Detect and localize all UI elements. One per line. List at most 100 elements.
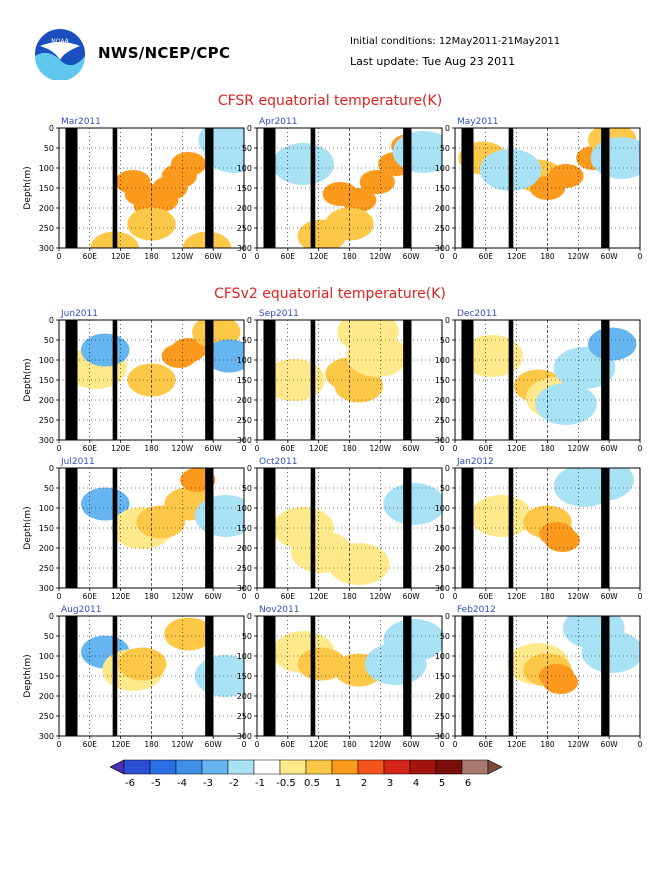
x-tick-label: 120W bbox=[369, 740, 391, 749]
y-tick-label: 100 bbox=[435, 504, 450, 513]
legend-swatch bbox=[201, 759, 229, 775]
land-mask bbox=[310, 468, 316, 588]
y-tick-label: 250 bbox=[39, 416, 54, 425]
y-tick-label: 300 bbox=[237, 584, 252, 593]
x-tick-label: 60W bbox=[205, 740, 223, 749]
y-tick-label: 0 bbox=[247, 124, 252, 133]
x-tick-label: 120E bbox=[507, 592, 526, 601]
y-tick-label: 150 bbox=[435, 524, 450, 533]
x-tick-label: 180 bbox=[144, 444, 159, 453]
y-tick-label: 0 bbox=[49, 124, 54, 133]
x-tick-label: 60E bbox=[479, 444, 494, 453]
y-tick-label: 150 bbox=[39, 524, 54, 533]
x-tick-label: 0 bbox=[638, 444, 643, 453]
y-tick-label: 50 bbox=[242, 632, 252, 641]
panel-title: Mar2011 bbox=[61, 117, 101, 127]
land-mask bbox=[508, 320, 514, 440]
x-tick-label: 60E bbox=[83, 592, 98, 601]
x-tick-label: 180 bbox=[144, 740, 159, 749]
land-mask bbox=[310, 128, 316, 248]
panel-title: Aug2011 bbox=[61, 605, 101, 615]
y-tick-label: 200 bbox=[39, 204, 54, 213]
x-tick-label: 0 bbox=[242, 740, 247, 749]
y-axis-label: Depth(m) bbox=[23, 358, 33, 401]
land-mask bbox=[112, 320, 118, 440]
y-tick-label: 250 bbox=[237, 224, 252, 233]
anomaly-blob bbox=[327, 543, 390, 585]
x-tick-label: 0 bbox=[453, 252, 458, 261]
x-tick-label: 60W bbox=[205, 252, 223, 261]
org-name: NWS/NCEP/CPC bbox=[98, 44, 231, 62]
y-tick-label: 200 bbox=[39, 692, 54, 701]
land-mask bbox=[601, 468, 610, 588]
x-tick-label: 0 bbox=[242, 444, 247, 453]
anomaly-blob bbox=[118, 647, 167, 681]
y-tick-label: 250 bbox=[39, 564, 54, 573]
y-tick-label: 50 bbox=[44, 336, 54, 345]
land-mask bbox=[112, 616, 118, 736]
y-tick-label: 300 bbox=[435, 244, 450, 253]
land-mask bbox=[508, 128, 514, 248]
x-tick-label: 120W bbox=[171, 592, 193, 601]
y-tick-label: 0 bbox=[49, 464, 54, 473]
y-tick-label: 200 bbox=[435, 204, 450, 213]
y-tick-label: 50 bbox=[242, 484, 252, 493]
y-tick-label: 300 bbox=[435, 584, 450, 593]
legend-label: 2 bbox=[361, 778, 367, 789]
x-tick-label: 60E bbox=[479, 252, 494, 261]
svg-text:NOAA: NOAA bbox=[51, 38, 69, 45]
y-tick-label: 200 bbox=[435, 692, 450, 701]
y-tick-label: 100 bbox=[435, 652, 450, 661]
panel-title: Sep2011 bbox=[259, 309, 299, 319]
x-tick-label: 60E bbox=[479, 740, 494, 749]
y-tick-label: 250 bbox=[435, 224, 450, 233]
y-tick-label: 150 bbox=[237, 376, 252, 385]
land-mask bbox=[310, 616, 316, 736]
x-tick-label: 120E bbox=[309, 252, 328, 261]
x-tick-label: 0 bbox=[638, 252, 643, 261]
land-mask bbox=[508, 616, 514, 736]
x-tick-label: 60W bbox=[403, 592, 421, 601]
cfsv2-title: CFSv2 equatorial temperature(K) bbox=[214, 286, 446, 302]
x-tick-label: 120E bbox=[111, 740, 130, 749]
x-tick-label: 0 bbox=[440, 252, 445, 261]
legend-swatch bbox=[227, 759, 255, 775]
y-tick-label: 100 bbox=[39, 504, 54, 513]
y-tick-label: 300 bbox=[435, 732, 450, 741]
y-tick-label: 50 bbox=[440, 484, 450, 493]
x-tick-label: 0 bbox=[440, 592, 445, 601]
legend-label: 3 bbox=[387, 778, 393, 789]
x-tick-label: 180 bbox=[342, 740, 357, 749]
y-tick-label: 150 bbox=[435, 376, 450, 385]
panel-title: May2011 bbox=[457, 117, 499, 127]
y-tick-label: 0 bbox=[247, 464, 252, 473]
x-tick-label: 60W bbox=[205, 592, 223, 601]
land-mask bbox=[205, 468, 214, 588]
y-tick-label: 200 bbox=[435, 544, 450, 553]
legend-swatch bbox=[253, 759, 281, 775]
x-tick-label: 120W bbox=[567, 252, 589, 261]
y-tick-label: 150 bbox=[237, 184, 252, 193]
anomaly-blob bbox=[81, 333, 130, 367]
y-tick-label: 200 bbox=[39, 544, 54, 553]
x-tick-label: 0 bbox=[57, 740, 62, 749]
legend-label: -2 bbox=[229, 778, 239, 789]
x-tick-label: 60E bbox=[83, 444, 98, 453]
land-mask bbox=[601, 616, 610, 736]
y-tick-label: 50 bbox=[44, 484, 54, 493]
x-tick-label: 0 bbox=[57, 592, 62, 601]
y-tick-label: 200 bbox=[237, 544, 252, 553]
y-tick-label: 0 bbox=[49, 612, 54, 621]
x-tick-label: 60W bbox=[205, 444, 223, 453]
legend-swatch bbox=[149, 759, 177, 775]
y-tick-label: 0 bbox=[445, 316, 450, 325]
y-tick-label: 300 bbox=[237, 436, 252, 445]
land-mask bbox=[112, 468, 118, 588]
land-mask bbox=[508, 468, 514, 588]
y-tick-label: 0 bbox=[247, 612, 252, 621]
y-tick-label: 300 bbox=[39, 436, 54, 445]
land-mask bbox=[601, 128, 610, 248]
